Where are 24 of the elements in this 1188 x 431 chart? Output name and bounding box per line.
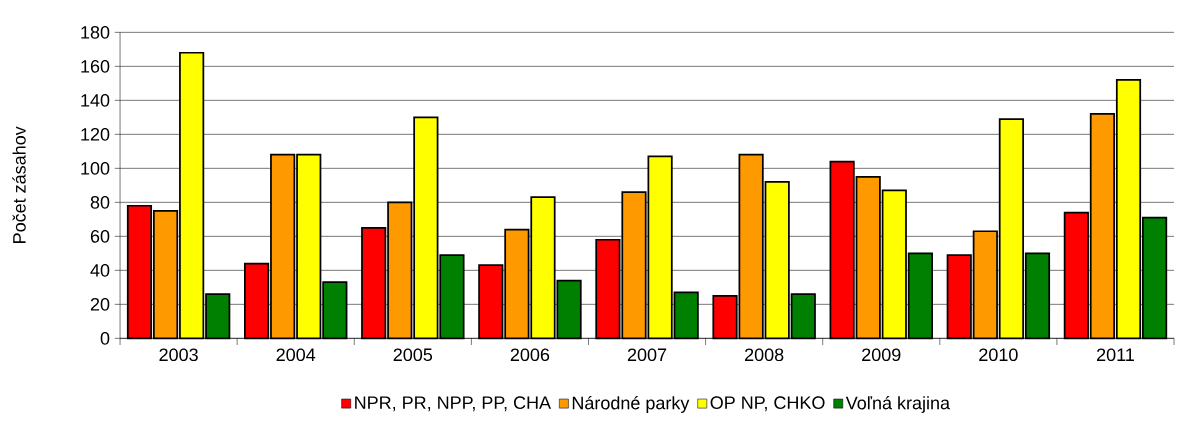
x-tick-label: 2011: [1097, 348, 1134, 362]
y-tick-label: 180: [81, 25, 110, 39]
x-tick-label: 2008: [745, 348, 784, 362]
y-tick-label: 40: [90, 263, 110, 277]
x-tick-label: 2009: [862, 348, 901, 362]
legend-label: Voľná krajina: [845, 395, 951, 413]
y-tick-label: 0: [100, 331, 110, 345]
legend-label: NPR, PR, NPP, PP, CHA: [355, 396, 552, 412]
y-tick-label: 140: [81, 93, 110, 107]
x-tick-label: 2005: [393, 348, 433, 362]
y-axis-title: Počet zásahov: [12, 126, 26, 243]
x-tick-label: 2006: [510, 348, 550, 362]
y-tick-label: 120: [81, 127, 110, 141]
legend-label: Národné parky: [572, 395, 690, 413]
y-tick-label: 60: [90, 229, 110, 243]
x-tick-label: 2010: [979, 348, 1018, 362]
x-tick-label: 2007: [627, 348, 667, 362]
y-tick-label: 100: [81, 161, 110, 175]
x-tick-label: 2003: [159, 348, 198, 362]
y-tick-label: 160: [81, 59, 110, 73]
y-tick-label: 20: [90, 297, 110, 311]
legend-label: OP NP, CHKO: [710, 396, 825, 412]
x-tick-label: 2004: [276, 348, 316, 362]
y-tick-label: 80: [90, 195, 110, 209]
